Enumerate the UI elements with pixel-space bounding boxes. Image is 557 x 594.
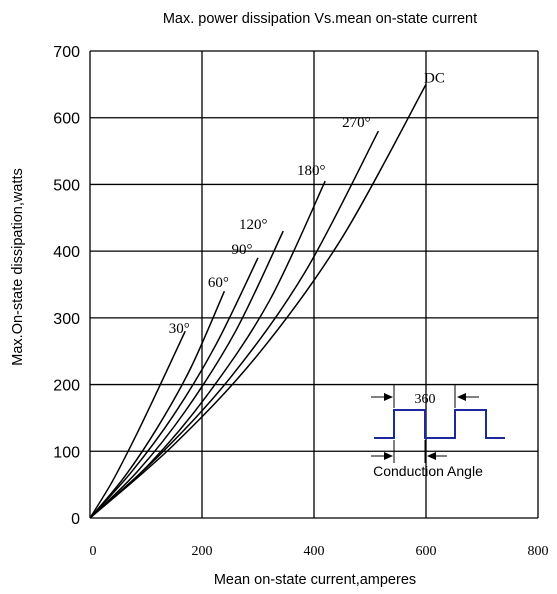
y-axis-label: Max.On-state dissipation,watts	[10, 168, 26, 365]
period-arrowhead-right	[457, 393, 466, 401]
curve-label-1: 60°	[208, 275, 229, 291]
curve-0	[89, 330, 186, 519]
curves	[89, 83, 427, 519]
angle-arrowhead-left	[384, 452, 393, 460]
y-tick-label: 600	[53, 111, 80, 128]
curve-2	[89, 257, 259, 519]
curve-5	[89, 130, 380, 519]
x-tick-label: 200	[192, 544, 213, 559]
curve-6	[89, 83, 427, 519]
curve-label-3: 120°	[239, 217, 268, 233]
curve-label-4: 180°	[297, 163, 326, 179]
x-axis-label: Mean on-state current,amperes	[214, 572, 416, 588]
curve-3	[89, 230, 284, 519]
waveform	[374, 409, 505, 439]
period-label: 360	[415, 392, 436, 407]
angle-arrowhead-right	[427, 452, 436, 460]
curve-label-0: 30°	[169, 321, 190, 337]
conduction-angle-label: Conduction Angle	[373, 463, 483, 479]
y-tick-label: 400	[53, 244, 80, 261]
y-tick-label: 100	[53, 444, 80, 461]
curve-label-6: DC	[424, 70, 445, 86]
y-tick-label: 200	[53, 378, 80, 395]
x-tick-label: 800	[528, 544, 549, 559]
x-tick-label: 400	[304, 544, 325, 559]
conduction-angle-inset: 360 Conduction Angle	[371, 385, 505, 479]
curve-label-2: 90°	[232, 242, 253, 258]
y-tick-label: 300	[53, 311, 80, 328]
curve-labels: 30° 60° 90° 120° 180° 270° DC	[169, 70, 445, 337]
curve-label-5: 270°	[342, 115, 371, 131]
grid	[89, 50, 539, 519]
curve-1	[89, 290, 226, 519]
ticks: 0 200 400 600 800 0 100 200 300 400 500 600 700	[53, 44, 548, 559]
y-tick-label: 500	[53, 177, 80, 194]
x-tick-label: 0	[90, 544, 97, 559]
y-tick-label: 700	[53, 44, 80, 61]
period-arrowhead-left	[384, 393, 393, 401]
chart-title: Max. power dissipation Vs.mean on-state …	[163, 11, 477, 27]
x-tick-label: 600	[416, 544, 437, 559]
curve-4	[89, 180, 326, 519]
y-tick-label: 0	[71, 511, 80, 528]
